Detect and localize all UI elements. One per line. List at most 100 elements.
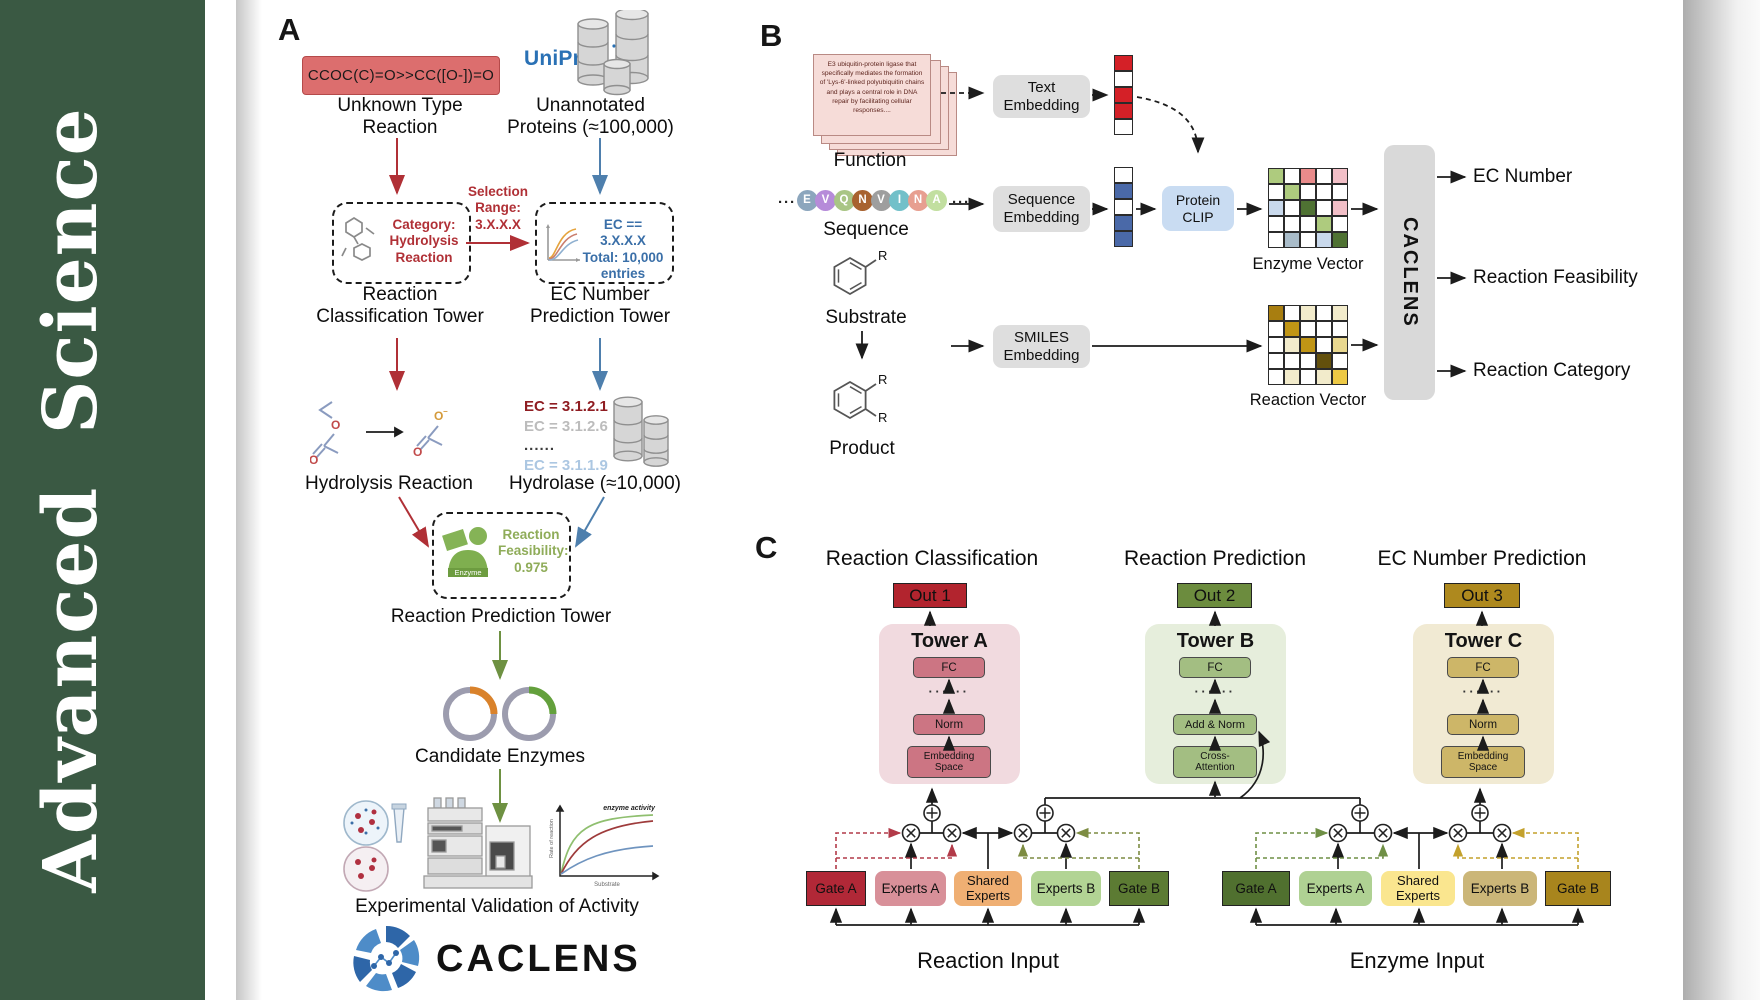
smiles-embedding-box: SMILES Embedding — [993, 325, 1090, 368]
residue-circle: E — [796, 190, 818, 211]
ec-item-2: EC = 3.1.2.6 — [524, 417, 608, 435]
enzyme-vector-label: Enzyme Vector — [1252, 255, 1364, 273]
ec-results-list: EC = 3.1.2.1 EC = 3.1.2.6 ...... EC = 3.… — [524, 397, 608, 475]
plot-xlabel: Substrate — [594, 882, 620, 888]
reaction-gate-b: Gate B — [1109, 871, 1169, 906]
hplc-instrument-icon — [423, 797, 533, 889]
petri-dish-icon — [343, 800, 407, 892]
ec-item-1: EC = 3.1.2.1 — [524, 398, 608, 415]
hydrolysis-molecules-icon: O O O − O — [310, 401, 448, 467]
reaction-classification-tower-label: Reaction Classification Tower — [316, 284, 484, 328]
experimental-validation-label: Experimental Validation of Activity — [355, 896, 639, 917]
candidate-enzymes-label: Candidate Enzymes — [414, 746, 586, 767]
tower-c-fc-box: FC — [1447, 657, 1519, 678]
selection-range-text: Selection Range: 3.X.X.X — [467, 184, 529, 232]
sequence-label: Sequence — [823, 219, 909, 240]
residue-circle: V — [815, 190, 836, 211]
residue-circle: I — [889, 190, 910, 211]
product-molecule-icon: R R — [833, 372, 887, 425]
residue-circle: N — [852, 190, 873, 211]
hydrolase-label: Hydrolase (≈10,000) — [508, 473, 681, 494]
residue-circle: N — [907, 190, 929, 211]
residue-circle: Q — [833, 190, 855, 211]
category-text: Category: Hydrolysis Reaction — [389, 217, 459, 265]
ec-item-3: EC = 3.1.1.9 — [524, 456, 608, 474]
text-embedding-vector — [1114, 55, 1133, 135]
reaction-shared-experts: Shared Experts — [954, 871, 1022, 906]
molecule-scribble-icon — [341, 216, 375, 261]
tower-a-embedding-box: Embedding Space — [907, 746, 991, 778]
svg-text:−: − — [443, 407, 448, 416]
panel-b-label: B — [760, 18, 783, 53]
tower-a-norm-box: Norm — [913, 714, 985, 735]
enzyme-activity-plot: enzyme activity Rate of reaction Substra… — [549, 804, 660, 888]
tower-b-crossattention-box: Cross- Attention — [1173, 746, 1257, 778]
enzyme-experts-a: Experts A — [1299, 871, 1372, 906]
tower-c-norm-box: Norm — [1447, 714, 1519, 735]
caclens-vertical-label: CACLENS — [1399, 217, 1421, 328]
unknown-reaction-label: Unknown Type Reaction — [337, 95, 463, 139]
ec-box-text: EC == 3.X.X.X Total: 10,000 entries — [582, 217, 664, 282]
header-reaction-classification: Reaction Classification — [825, 547, 1039, 570]
svg-text:O: O — [310, 453, 318, 467]
sequence-embedding-box: Sequence Embedding — [993, 186, 1090, 232]
substrate-molecule-icon: R — [833, 248, 887, 296]
caclens-logo — [353, 925, 420, 992]
enzyme-input-label: Enzyme Input — [1349, 948, 1485, 973]
enzyme-gate-a: Gate A — [1222, 871, 1290, 906]
header-ec-number-prediction: EC Number Prediction — [1377, 547, 1587, 570]
hydrolase-database-icon — [613, 396, 669, 467]
reaction-vector-matrix — [1268, 305, 1348, 385]
output-reaction-feasibility: Reaction Feasibility — [1473, 267, 1638, 288]
tower-a-fc-box: FC — [913, 657, 985, 678]
enzyme-icon: Enzyme — [442, 527, 488, 577]
out-1-box: Out 1 — [893, 583, 967, 608]
page-edge-shadow-right — [1683, 0, 1760, 1000]
reaction-experts-a: Experts A — [875, 871, 946, 906]
product-r1-label: R — [878, 372, 887, 387]
enzyme-icon-label: Enzyme — [454, 568, 481, 577]
enzyme-vector-matrix — [1268, 168, 1348, 248]
tower-b-fc-box: FC — [1179, 657, 1251, 678]
panel-a-label: A — [278, 12, 301, 47]
plot-ylabel: Rate of reaction — [549, 819, 555, 858]
reaction-vector-label: Reaction Vector — [1249, 391, 1367, 409]
svg-text:O: O — [331, 418, 340, 432]
plasmids-icon — [443, 686, 557, 741]
protein-clip-box: Protein CLIP — [1162, 186, 1234, 231]
header-reaction-prediction: Reaction Prediction — [1123, 547, 1307, 570]
product-label: Product — [829, 438, 895, 459]
ec-item-dots: ...... — [524, 437, 556, 454]
enzyme-shared-experts: Shared Experts — [1381, 871, 1455, 906]
ec-prediction-box — [535, 202, 674, 284]
reaction-experts-b: Experts B — [1031, 871, 1101, 906]
tower-c-embedding-box: Embedding Space — [1441, 746, 1525, 778]
function-card: E3 ubiquitin-protein ligase that specifi… — [813, 54, 931, 136]
residue-circle: V — [870, 190, 892, 211]
enzyme-experts-b: Experts B — [1463, 871, 1537, 906]
svg-text:O: O — [434, 409, 443, 423]
journal-sidebar: Advanced Science — [0, 0, 205, 1000]
feasibility-text: Reaction Feasibility: 0.975 — [498, 527, 569, 575]
svg-text:O: O — [413, 445, 422, 459]
reaction-prediction-tower-label: Reaction Prediction Tower — [390, 606, 612, 627]
tower-b-title: Tower B — [1176, 630, 1255, 652]
output-ec-number: EC Number — [1473, 166, 1573, 187]
function-label: Function — [833, 150, 907, 171]
reaction-classification-box — [332, 202, 471, 284]
out-2-box: Out 2 — [1177, 583, 1252, 608]
sequence-ellipsis-right: ··· — [952, 194, 970, 211]
text-embedding-box: Text Embedding — [993, 75, 1090, 118]
output-reaction-category: Reaction Category — [1473, 360, 1631, 381]
ec-number-prediction-tower-label: EC Number Prediction Tower — [529, 284, 671, 328]
caclens-wordmark: CACLENS — [436, 938, 641, 980]
enzyme-gate-b: Gate B — [1545, 871, 1611, 906]
tower-c-title: Tower C — [1444, 630, 1523, 652]
page-edge-shadow-left — [236, 0, 262, 1000]
smiles-reaction-box: CCOC(C)=O>>CC([O-])=O — [302, 56, 500, 95]
tower-a-title: Tower A — [911, 630, 988, 652]
reaction-gate-a: Gate A — [806, 871, 866, 906]
